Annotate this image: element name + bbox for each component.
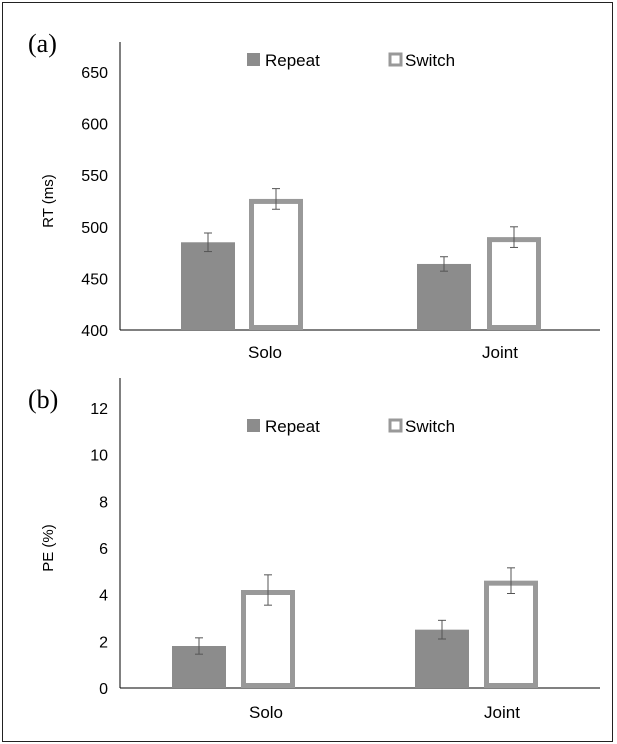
bar-switch (487, 237, 541, 330)
x-tick-label: Joint (482, 343, 518, 362)
y-tick-label: 600 (81, 117, 108, 134)
y-tick-label: 450 (81, 271, 108, 288)
legend-label-switch: Switch (405, 51, 455, 70)
bar-switch (484, 580, 538, 689)
y-tick-label: 400 (81, 323, 108, 340)
legend-label-switch: Switch (405, 417, 455, 436)
chart-panel-b: (b) 0 2 4 6 8 10 12 PE (%) Solo Joint Repeat Switch (28, 378, 600, 722)
x-tick-label: Solo (249, 703, 283, 722)
chart-panel-a: (a) 400 450 500 550 600 650 RT (ms) Solo Joint Rep… (28, 29, 600, 362)
y-tick-label: 12 (90, 401, 108, 418)
bar-switch (249, 198, 303, 331)
legend-swatch-switch (388, 418, 403, 433)
y-tick-label: 550 (81, 168, 108, 185)
panel-label: (b) (28, 385, 58, 414)
legend-swatch-repeat (247, 419, 260, 432)
bar-switch (241, 590, 295, 688)
legend: Repeat Switch (247, 51, 455, 70)
bar-repeat (181, 242, 235, 330)
y-tick-label: 0 (99, 681, 108, 698)
x-tick-label: Solo (248, 343, 282, 362)
bar-repeat (417, 263, 471, 330)
y-tick-label: 4 (99, 588, 108, 605)
legend-label-repeat: Repeat (265, 51, 320, 70)
legend: Repeat Switch (247, 417, 455, 436)
y-axis-label: PE (%) (40, 524, 57, 572)
y-tick-label: 650 (81, 65, 108, 82)
y-tick-label: 6 (99, 541, 108, 558)
y-tick-label: 10 (90, 448, 108, 465)
legend-swatch-switch (388, 52, 403, 67)
legend-swatch-repeat (247, 53, 260, 66)
y-tick-label: 8 (99, 494, 108, 511)
y-axis-label: RT (ms) (40, 174, 57, 228)
y-tick-label: 2 (99, 634, 108, 651)
y-tick-label: 500 (81, 220, 108, 237)
x-tick-label: Joint (484, 703, 520, 722)
panel-label: (a) (28, 29, 57, 58)
legend-label-repeat: Repeat (265, 417, 320, 436)
